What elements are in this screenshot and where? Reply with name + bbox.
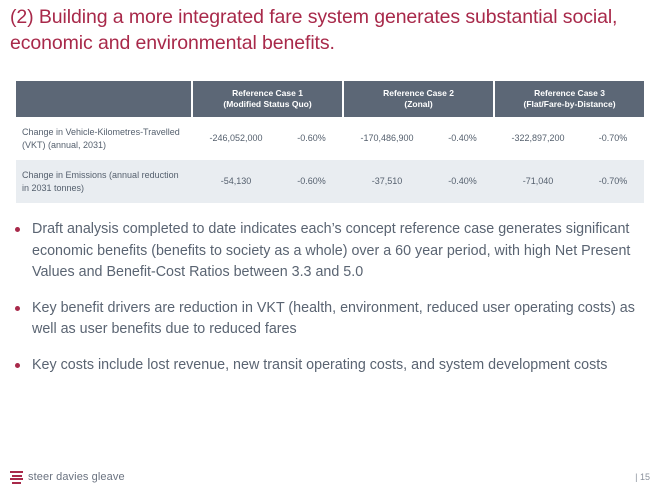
table-header-row: Reference Case 1 (Modified Status Quo) R…: [16, 81, 645, 117]
bullet-text: Key costs include lost revenue, new tran…: [32, 356, 608, 373]
cell-rc1-value: -54,130: [192, 160, 280, 203]
cell-rc2-value: -170,486,900: [343, 117, 432, 160]
column-group-reference-case-2: Reference Case 2 (Zonal): [343, 81, 496, 117]
bullet-text: Key benefit drivers are reduction in VKT…: [32, 299, 635, 338]
page-title: (2) Building a more integrated fare syst…: [10, 6, 618, 54]
bullet-dot-icon: [15, 305, 20, 311]
column-group-3-line1: Reference Case 3: [534, 88, 605, 98]
bullet-dot-icon: [15, 362, 20, 368]
table-row: Change in Vehicle-Kilometres-Travelled (…: [16, 117, 645, 160]
bullet-list: Draft analysis completed to date indicat…: [10, 219, 658, 390]
table-corner-header: [16, 81, 193, 117]
benefits-table-container: Reference Case 1 (Modified Status Quo) R…: [16, 81, 645, 203]
list-item: Key benefit drivers are reduction in VKT…: [10, 298, 658, 341]
table-header: Reference Case 1 (Modified Status Quo) R…: [16, 81, 645, 117]
bullet-dot-icon: [15, 227, 20, 232]
list-item: Key costs include lost revenue, new tran…: [10, 355, 658, 377]
column-group-reference-case-3: Reference Case 3 (Flat/Fare-by-Distance): [494, 81, 645, 117]
cell-rc3-value: -322,897,200: [494, 117, 583, 160]
footer-logo-text: steer davies gleave: [28, 471, 125, 484]
list-item: Draft analysis completed to date indicat…: [10, 219, 658, 284]
cell-rc1-percent: -0.60%: [280, 160, 344, 203]
cell-rc1-percent: -0.60%: [280, 117, 344, 160]
cell-rc3-percent: -0.70%: [582, 160, 645, 203]
column-group-2-line1: Reference Case 2: [383, 88, 454, 98]
row-label-emissions: Change in Emissions (annual reduction in…: [16, 160, 192, 203]
column-group-1-line2: (Modified Status Quo): [223, 99, 312, 109]
cell-rc1-value: -246,052,000: [192, 117, 280, 160]
cell-rc2-percent: -0.40%: [431, 160, 495, 203]
steer-davies-gleave-bars-icon: [10, 470, 23, 484]
table-row: Change in Emissions (annual reduction in…: [16, 160, 645, 203]
bullet-text: Draft analysis completed to date indicat…: [32, 221, 631, 280]
column-group-1-line1: Reference Case 1: [232, 88, 303, 98]
cell-rc2-percent: -0.40%: [431, 117, 495, 160]
page-number: | 15: [635, 472, 650, 482]
row-label-vkt: Change in Vehicle-Kilometres-Travelled (…: [16, 117, 192, 160]
cell-rc3-percent: -0.70%: [582, 117, 645, 160]
table-body: Change in Vehicle-Kilometres-Travelled (…: [16, 117, 645, 203]
cell-rc2-value: -37,510: [343, 160, 432, 203]
benefits-table: Reference Case 1 (Modified Status Quo) R…: [16, 81, 645, 203]
footer-logo: steer davies gleave: [10, 470, 125, 484]
column-group-2-line2: (Zonal): [404, 99, 433, 109]
column-group-3-line2: (Flat/Fare-by-Distance): [523, 99, 616, 109]
cell-rc3-value: -71,040: [494, 160, 583, 203]
column-group-reference-case-1: Reference Case 1 (Modified Status Quo): [192, 81, 345, 117]
